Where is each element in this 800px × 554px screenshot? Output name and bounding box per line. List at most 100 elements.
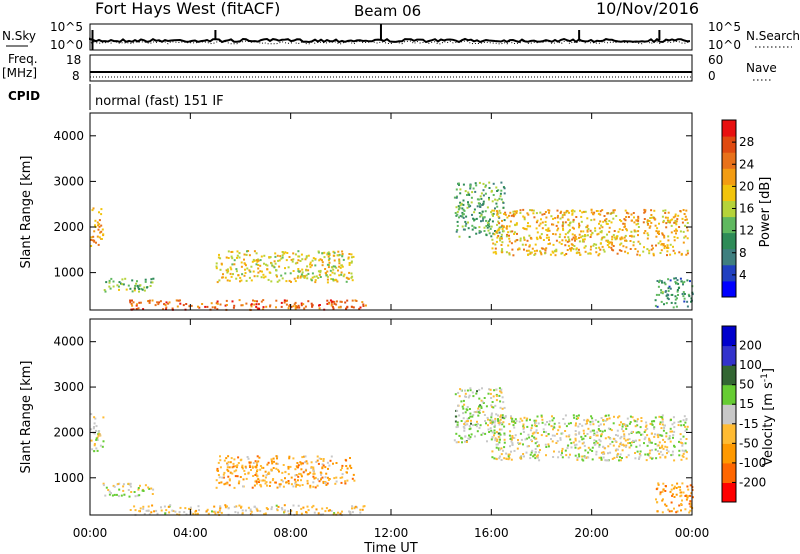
range-gate-cell [619, 456, 621, 459]
range-gate-cell [148, 487, 151, 490]
range-gate-cell [319, 471, 322, 474]
range-gate-cell [545, 247, 548, 250]
range-gate-cell [476, 420, 478, 423]
range-gate-cell [98, 223, 101, 226]
cpid-label: CPID [8, 89, 40, 103]
range-gate-cell [593, 439, 596, 442]
range-gate-cell [607, 414, 610, 417]
range-gate-cell [624, 425, 627, 428]
range-gate-cell [326, 482, 329, 485]
range-gate-cell [459, 388, 462, 391]
range-gate-cell [601, 209, 604, 212]
range-gate-cell [456, 421, 459, 424]
colorbar-tick-label: -200 [739, 475, 766, 489]
range-gate-cell [255, 461, 258, 464]
range-gate-cell [658, 415, 661, 418]
range-gate-cell [334, 278, 337, 281]
range-gate-cell [626, 438, 629, 441]
range-gate-cell [351, 507, 353, 510]
range-gate-cell [535, 429, 538, 432]
range-gate-cell [606, 233, 608, 236]
range-gate-cell [624, 439, 627, 442]
range-gate-cell [362, 305, 365, 307]
range-gate-cell [680, 253, 683, 256]
range-gate-cell [627, 216, 630, 218]
range-gate-cell [131, 279, 134, 282]
range-gate-cell [671, 494, 674, 497]
range-gate-cell [575, 238, 578, 241]
range-gate-cell [147, 505, 150, 508]
range-gate-cell [608, 417, 611, 420]
range-gate-cell [458, 395, 461, 398]
range-gate-cell [531, 424, 534, 427]
range-gate-cell [92, 235, 95, 238]
range-gate-cell [479, 206, 482, 208]
range-gate-cell [299, 472, 302, 475]
range-gate-cell [237, 274, 240, 277]
range-gate-cell [674, 302, 677, 305]
y-tick-label: 2000 [53, 425, 84, 439]
range-gate-cell [572, 220, 575, 223]
range-gate-cell [552, 223, 555, 226]
range-gate-cell [688, 502, 691, 505]
range-gate-cell [682, 424, 685, 427]
range-gate-cell [621, 449, 624, 452]
range-gate-cell [353, 507, 356, 510]
range-gate-cell [547, 236, 550, 239]
range-gate-cell [196, 512, 199, 515]
range-gate-cell [94, 417, 97, 420]
range-gate-cell [645, 459, 648, 462]
range-gate-cell [252, 299, 254, 302]
range-gate-cell [662, 429, 665, 432]
range-gate-cell [670, 488, 673, 491]
range-gate-cell [288, 256, 291, 258]
range-gate-cell [586, 229, 589, 232]
range-gate-cell [190, 304, 193, 307]
range-gate-cell [462, 417, 465, 420]
range-gate-cell [522, 227, 525, 229]
range-gate-cell [594, 229, 597, 232]
range-gate-cell [661, 232, 664, 235]
range-gate-cell [593, 218, 596, 221]
range-gate-cell [589, 248, 592, 251]
range-gate-cell [586, 226, 589, 228]
range-gate-cell [573, 227, 575, 230]
range-gate-cell [611, 238, 614, 241]
range-gate-cell [115, 493, 118, 496]
range-gate-cell [322, 464, 325, 467]
range-gate-cell [654, 218, 657, 221]
range-gate-cell [675, 232, 677, 235]
range-gate-cell [496, 213, 499, 216]
range-gate-cell [658, 441, 661, 444]
range-gate-cell [190, 512, 193, 515]
range-gate-cell [492, 214, 494, 217]
range-gate-cell [500, 422, 503, 424]
range-gate-cell [265, 507, 268, 509]
range-gate-cell [575, 422, 577, 425]
range-gate-cell [680, 458, 683, 461]
range-gate-cell [176, 299, 179, 302]
range-gate-cell [256, 464, 258, 467]
range-gate-cell [287, 482, 290, 485]
range-gate-cell [292, 270, 295, 272]
range-gate-cell [677, 214, 680, 217]
range-gate-cell [509, 211, 512, 214]
range-gate-cell [359, 306, 362, 309]
range-gate-cell [570, 446, 573, 449]
range-gate-cell [132, 308, 135, 311]
range-gate-cell [255, 305, 258, 308]
range-gate-cell [656, 501, 659, 504]
range-gate-cell [229, 471, 232, 474]
range-gate-cell [465, 222, 468, 225]
range-gate-cell [618, 249, 621, 252]
range-gate-cell [263, 479, 266, 482]
range-gate-cell [252, 258, 255, 261]
range-gate-cell [183, 511, 186, 514]
range-gate-cell [256, 307, 259, 310]
range-gate-cell [666, 250, 669, 253]
range-gate-cell [284, 471, 287, 474]
range-gate-cell [290, 509, 293, 512]
range-gate-cell [217, 469, 219, 472]
range-gate-cell [621, 457, 623, 459]
range-gate-cell [554, 233, 557, 236]
